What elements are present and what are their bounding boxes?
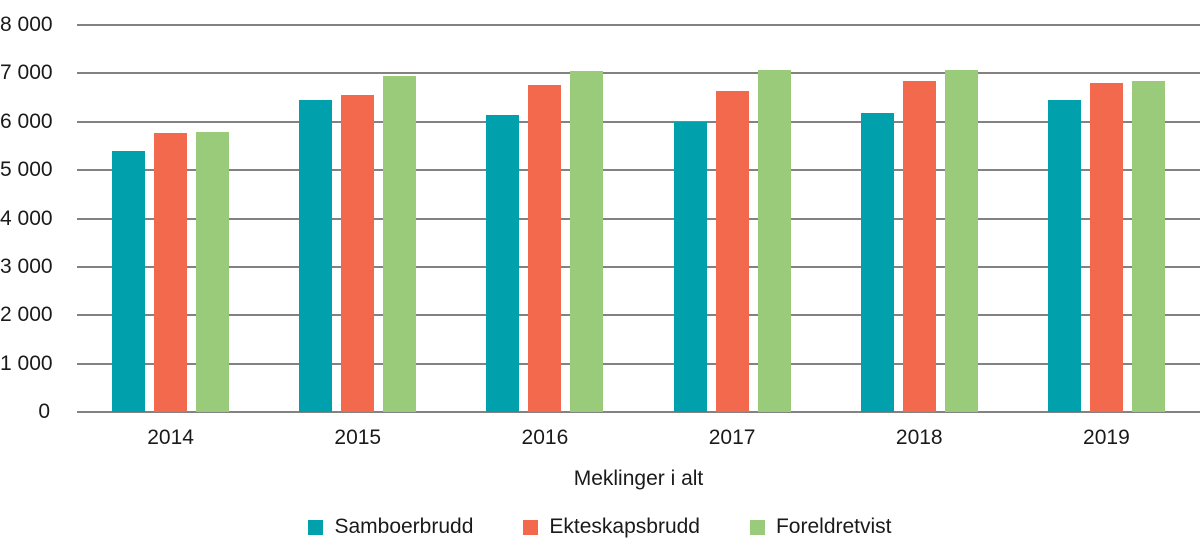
bar-foreldretvist-2016 bbox=[570, 71, 604, 412]
bar-ekteskapsbrudd-2016 bbox=[528, 84, 562, 412]
x-axis-title: Meklinger i alt bbox=[573, 467, 704, 490]
gridline-6000 bbox=[77, 120, 1200, 123]
gridline-7000 bbox=[77, 72, 1200, 75]
bar-samboerbrudd-2019 bbox=[1047, 100, 1081, 412]
bar-ekteskapsbrudd-2019 bbox=[1089, 83, 1123, 412]
bar-ekteskapsbrudd-2014 bbox=[154, 133, 188, 412]
legend-swatch-ekteskapsbrudd bbox=[523, 519, 539, 535]
bar-ekteskapsbrudd-2017 bbox=[715, 91, 749, 412]
x-axis-label-2016: 2016 bbox=[521, 426, 569, 449]
y-axis-tick-label: 2 000 bbox=[0, 303, 53, 327]
legend-swatch-foreldretvist bbox=[749, 519, 765, 535]
legend-label-ekteskapsbrudd: Ekteskapsbrudd bbox=[549, 515, 700, 538]
y-axis-tick-label: 3 000 bbox=[0, 254, 53, 278]
gridline-2000 bbox=[77, 314, 1200, 317]
y-axis-tick-label: 5 000 bbox=[0, 158, 53, 182]
legend-item-foreldretvist: Foreldretvist bbox=[749, 515, 892, 539]
gridline-3000 bbox=[77, 265, 1200, 268]
gridline-4000 bbox=[77, 217, 1200, 220]
legend-label-samboerbrudd: Samboerbrudd bbox=[334, 515, 474, 538]
bar-samboerbrudd-2015 bbox=[299, 99, 333, 412]
x-axis-label-2014: 2014 bbox=[147, 426, 194, 449]
gridline-5000 bbox=[77, 169, 1200, 172]
legend-item-samboerbrudd: Samboerbrudd bbox=[308, 515, 473, 539]
gridline-0 bbox=[77, 411, 1200, 413]
y-axis-tick-label: 4 000 bbox=[0, 206, 53, 230]
x-axis-label-2019: 2019 bbox=[1083, 426, 1130, 449]
bar-foreldretvist-2019 bbox=[1131, 80, 1165, 412]
x-axis-label-2017: 2017 bbox=[708, 426, 756, 449]
bar-samboerbrudd-2014 bbox=[112, 150, 146, 412]
gridline-1000 bbox=[77, 362, 1200, 365]
y-axis-tick-label: 0 bbox=[38, 400, 50, 423]
x-axis-label-2015: 2015 bbox=[334, 426, 382, 449]
bar-foreldretvist-2014 bbox=[196, 132, 230, 412]
x-axis-label-2018: 2018 bbox=[895, 426, 943, 449]
bar-foreldretvist-2017 bbox=[757, 69, 791, 412]
legend: Samboerbrudd Ekteskapsbrudd Foreldretvist bbox=[0, 515, 1200, 539]
y-axis-tick-label: 6 000 bbox=[0, 109, 53, 133]
y-axis-tick-label: 7 000 bbox=[0, 61, 53, 85]
bar-ekteskapsbrudd-2018 bbox=[902, 81, 936, 412]
bar-samboerbrudd-2018 bbox=[860, 113, 894, 412]
bar-foreldretvist-2015 bbox=[383, 76, 417, 412]
bar-ekteskapsbrudd-2015 bbox=[341, 95, 375, 412]
bar-samboerbrudd-2016 bbox=[486, 114, 520, 412]
bar-foreldretvist-2018 bbox=[944, 69, 978, 412]
gridline-8000 bbox=[77, 24, 1200, 26]
legend-label-foreldretvist: Foreldretvist bbox=[775, 515, 892, 538]
y-axis-tick-label: 8 000 bbox=[0, 13, 53, 36]
legend-swatch-samboerbrudd bbox=[308, 519, 324, 535]
bar-samboerbrudd-2017 bbox=[673, 121, 707, 412]
y-axis-tick-label: 1 000 bbox=[0, 351, 53, 375]
legend-item-ekteskapsbrudd: Ekteskapsbrudd bbox=[523, 515, 700, 539]
